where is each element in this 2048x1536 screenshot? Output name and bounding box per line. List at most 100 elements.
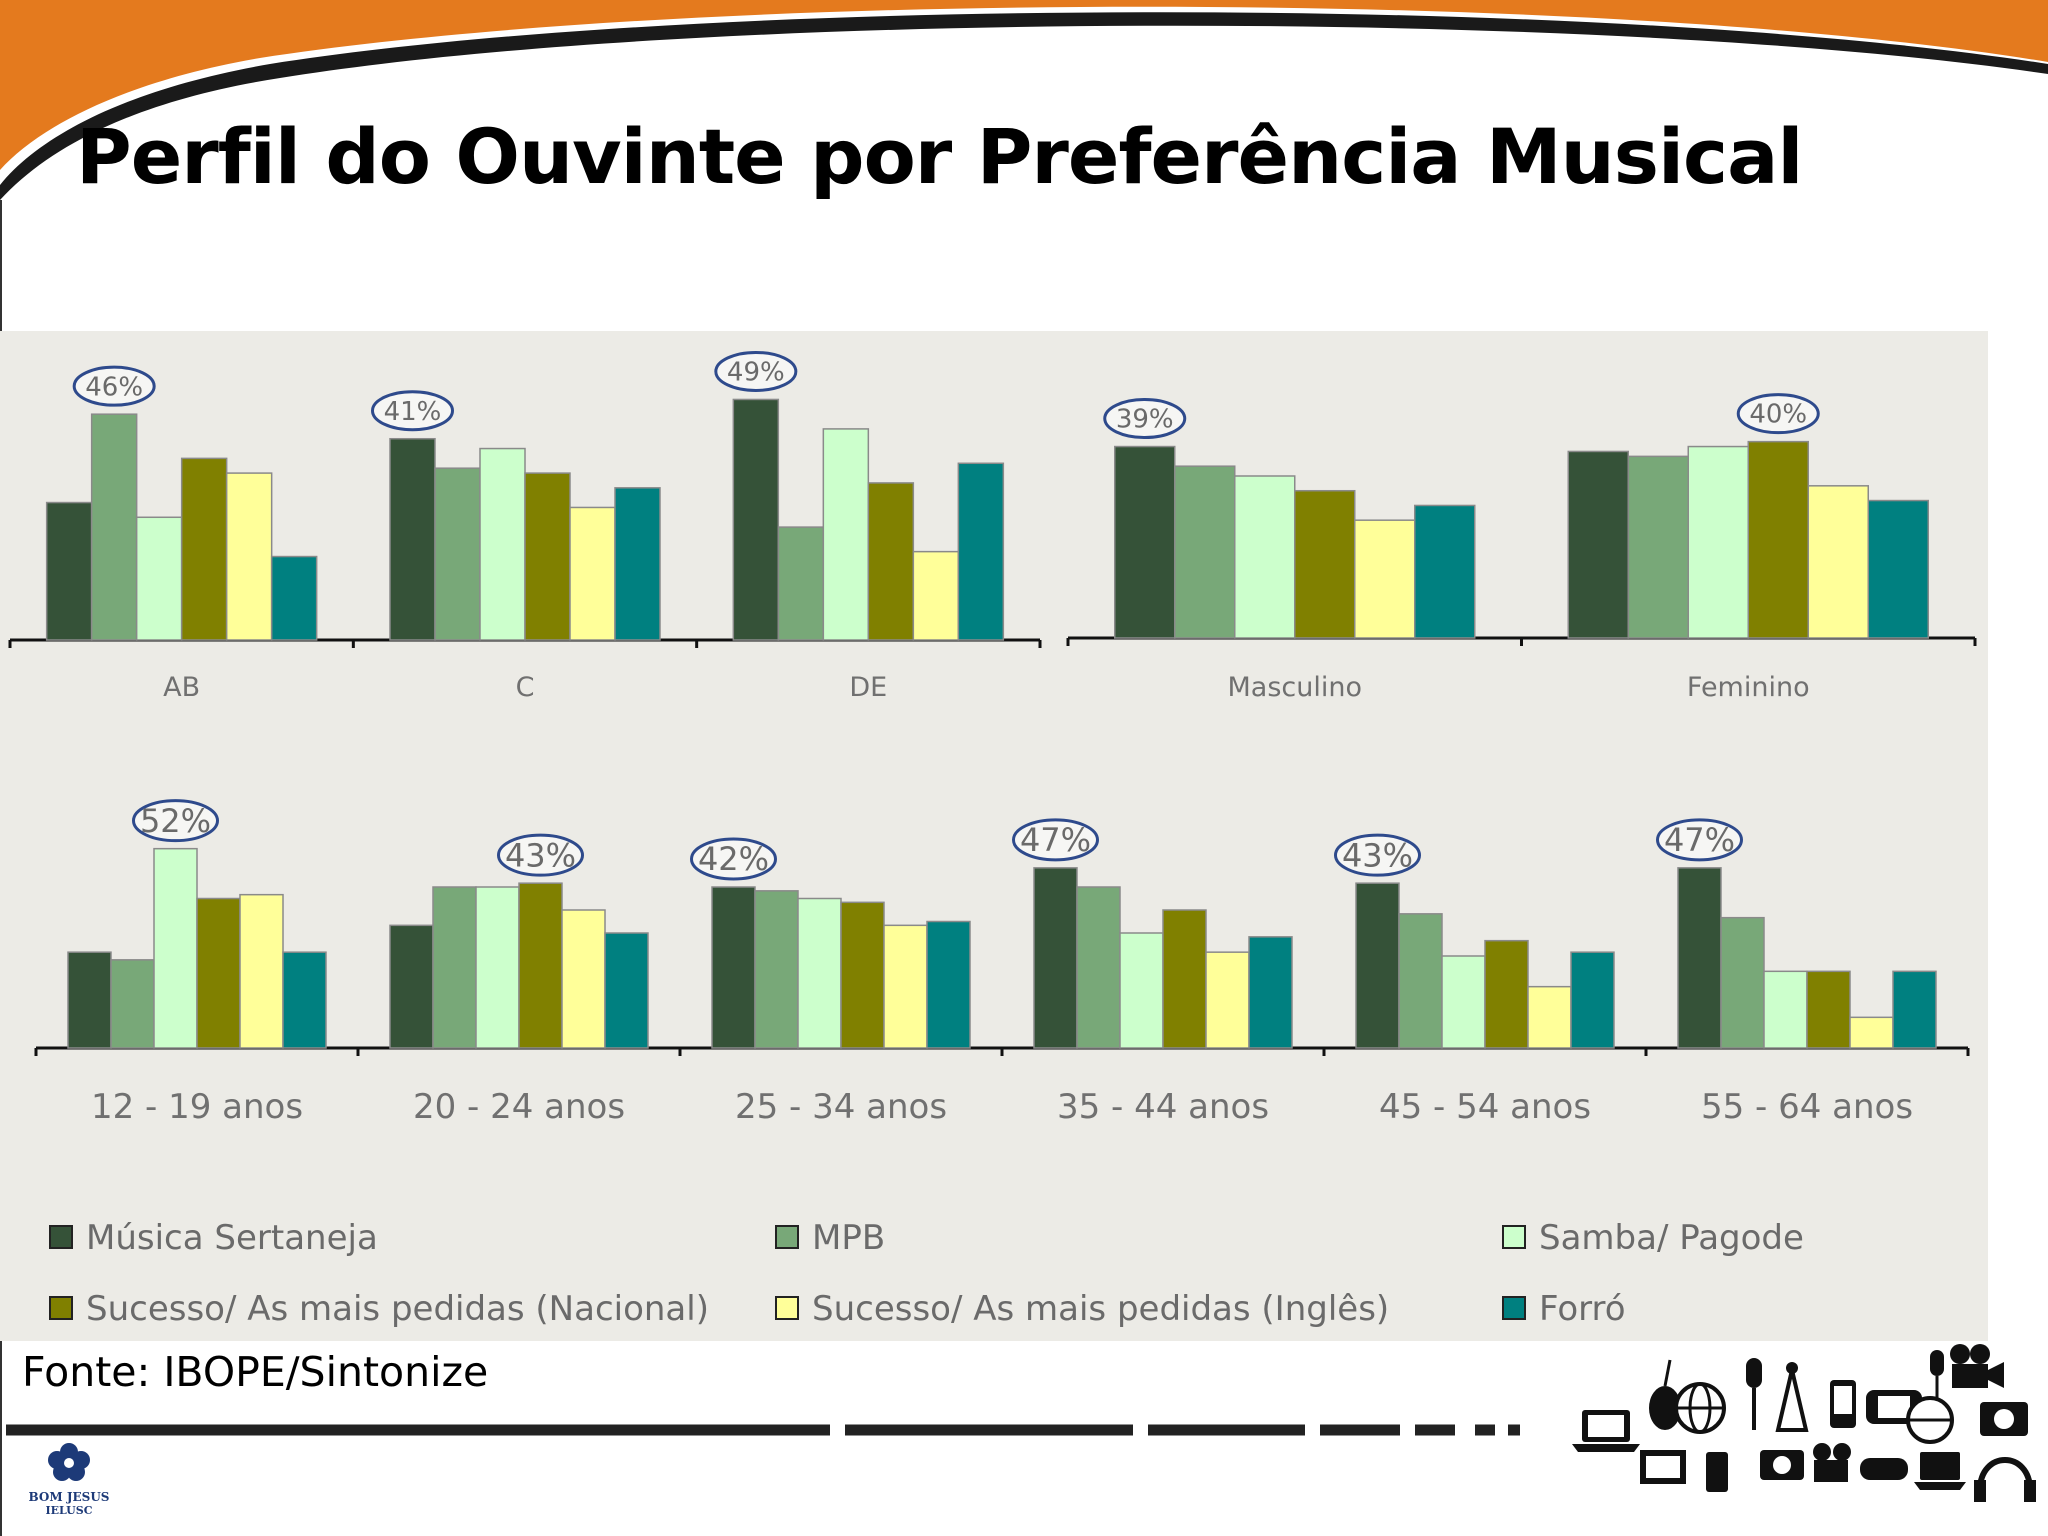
callout-label: 39% (1116, 405, 1174, 435)
bar (1248, 936, 1293, 1049)
bar (1567, 450, 1629, 639)
logo-subname: IELUSC (45, 1504, 93, 1517)
laptop-icon-2 (1914, 1452, 1966, 1490)
bar (797, 897, 842, 1049)
bar (561, 909, 606, 1049)
bar (867, 482, 915, 641)
mouse-icon (1649, 1359, 1681, 1430)
legend-swatch (775, 1225, 799, 1249)
gamepad-icon (1860, 1458, 1908, 1480)
panel-classe: AB 46% C 41% DE 49% (8, 350, 1042, 703)
bar (1294, 489, 1356, 639)
callout-ellipse (1736, 393, 1820, 435)
bar (1354, 519, 1416, 639)
bar-group: 35 - 44 anos 47% (1012, 818, 1293, 1127)
bar (135, 516, 183, 641)
legend-label: Música Sertaneja (86, 1218, 378, 1258)
category-label: Masculino (1228, 672, 1363, 703)
legend-swatch (775, 1296, 799, 1320)
radio-tower-icon (1775, 1362, 1809, 1432)
legend-swatch (1502, 1225, 1526, 1249)
legend-item: Samba/ Pagode (1502, 1218, 1804, 1258)
bar (1076, 886, 1121, 1049)
category-label: 55 - 64 anos (1701, 1087, 1913, 1127)
category-label: AB (163, 672, 200, 703)
legend: Música Sertaneja MPB Samba/ Pagode Sucesso/… (49, 1218, 1804, 1329)
phone-icon (1706, 1452, 1728, 1492)
callout-label: 47% (1020, 821, 1091, 859)
mobile-phone-icon (1830, 1380, 1856, 1428)
bar (1806, 970, 1851, 1049)
globe-icon (1674, 1382, 1726, 1434)
legend-item: MPB (775, 1218, 885, 1258)
bar (180, 457, 228, 641)
legend-label: Sucesso/ As mais pedidas (Nacional) (86, 1289, 709, 1329)
laptop-icon (1572, 1410, 1640, 1452)
institution-logo: BOM JESUS IELUSC (26, 1440, 112, 1517)
bar (225, 472, 273, 641)
legend-label: Forró (1539, 1289, 1626, 1329)
bar (389, 924, 434, 1049)
category-label: 20 - 24 anos (413, 1087, 625, 1127)
callout-ellipse (497, 833, 584, 877)
category-label: 35 - 44 anos (1057, 1087, 1269, 1127)
callout-ellipse (1103, 398, 1187, 440)
bar (1570, 951, 1615, 1049)
bar (475, 886, 520, 1049)
bar-group: 25 - 34 anos 42% (690, 837, 971, 1127)
bar (432, 886, 477, 1049)
bar (732, 398, 780, 641)
bar (239, 893, 284, 1049)
bar (1234, 475, 1296, 639)
callout-label: 52% (140, 802, 211, 840)
bar (196, 897, 241, 1049)
television-icon (1640, 1450, 1686, 1484)
bar (1849, 1016, 1894, 1049)
legend-label: MPB (812, 1218, 885, 1258)
legend-item: Sucesso/ As mais pedidas (Inglês) (775, 1289, 1389, 1329)
bar-group: 55 - 64 anos 47% (1656, 818, 1937, 1127)
bar (1627, 455, 1689, 639)
category-label: Feminino (1687, 672, 1810, 703)
bar (110, 959, 155, 1049)
bar (957, 462, 1005, 641)
category-label: 12 - 19 anos (91, 1087, 303, 1127)
category-label: DE (849, 672, 887, 703)
bar-group: 45 - 54 anos 43% (1334, 833, 1615, 1127)
panel-idade: 12 - 19 anos 52% 20 - 24 anos 43% 25 - 34 an… (34, 799, 1970, 1127)
callout-ellipse (1334, 833, 1421, 877)
legend-swatch (49, 1296, 73, 1320)
bar (912, 550, 960, 641)
legend-item: Sucesso/ As mais pedidas (Nacional) (49, 1289, 709, 1329)
bar (270, 555, 318, 641)
bar (1119, 932, 1164, 1049)
category-label: 45 - 54 anos (1379, 1087, 1591, 1127)
bar (434, 467, 481, 641)
slide-title: Perfil do Ouvinte por Preferência Musica… (76, 112, 1803, 201)
bar (45, 501, 93, 641)
bar (1484, 939, 1529, 1049)
flower-logo-icon (48, 1443, 90, 1481)
bar-group: AB 46% (45, 365, 318, 703)
callout-ellipse (714, 350, 798, 392)
callout-label: 46% (85, 372, 143, 402)
callout-label: 43% (505, 836, 576, 874)
bar (1527, 985, 1572, 1049)
media-icons-cluster (1572, 1344, 2036, 1502)
bar (1033, 867, 1078, 1049)
bar (67, 951, 112, 1049)
callout-ellipse (132, 799, 219, 843)
bar-group: Masculino 39% (1103, 398, 1476, 703)
bar-group: C 41% (371, 390, 661, 703)
headphones-icon (1974, 1457, 2036, 1502)
bar (569, 506, 616, 641)
callout-label: 41% (384, 397, 442, 427)
film-camera-icon (1813, 1443, 1851, 1482)
bar (604, 932, 649, 1049)
bar (524, 472, 571, 641)
bar (282, 951, 327, 1049)
bar (822, 428, 870, 641)
bar (1763, 970, 1808, 1049)
bar (1867, 499, 1929, 639)
legend-swatch (1502, 1296, 1526, 1320)
